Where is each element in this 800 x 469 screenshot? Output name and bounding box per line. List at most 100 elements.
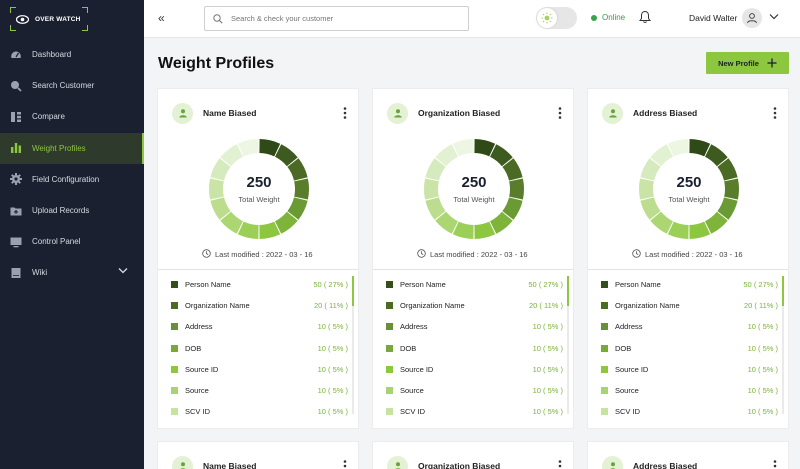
sidebar-item-wiki[interactable]: Wiki — [0, 257, 144, 288]
more-options-icon[interactable] — [343, 106, 347, 124]
sidebar-item-label: Wiki — [32, 268, 48, 278]
plus-icon — [767, 58, 777, 68]
search-icon — [10, 80, 22, 92]
item-value: 10 ( 5% ) — [317, 407, 348, 417]
donut-segment — [423, 178, 439, 200]
more-options-icon[interactable] — [343, 459, 347, 469]
sidebar-item-dashboard[interactable]: Dashboard — [0, 39, 144, 70]
item-value: 10 ( 5% ) — [532, 386, 563, 396]
donut-segment — [452, 221, 474, 239]
avatar[interactable] — [742, 8, 762, 28]
donut-segment — [650, 211, 673, 234]
item-label: Source — [615, 386, 639, 396]
weight-donut-chart — [423, 139, 525, 239]
item-value: 10 ( 5% ) — [747, 386, 778, 396]
last-modified-text: Last modified : 2022 - 03 - 16 — [645, 250, 743, 259]
search-input[interactable] — [231, 14, 451, 23]
weight-list: Person Name 50 ( 27% ) Organization Name 20… — [601, 274, 778, 422]
collapse-sidebar-button[interactable]: « — [158, 11, 165, 25]
card-header: Address Biased — [602, 102, 777, 124]
more-options-icon[interactable] — [558, 106, 562, 124]
new-profile-button[interactable]: New Profile — [706, 52, 789, 74]
item-value: 20 ( 11% ) — [313, 301, 348, 311]
donut-segment — [259, 139, 281, 157]
list-scrollbar[interactable] — [782, 276, 784, 414]
more-options-icon[interactable] — [773, 459, 777, 469]
chevron-down-icon — [118, 268, 128, 274]
last-modified: Last modified : 2022 - 03 - 16 — [632, 249, 743, 260]
item-label: DOB — [185, 343, 202, 353]
card-header: Name Biased — [172, 102, 347, 124]
chevron-down-icon[interactable] — [769, 13, 779, 20]
profile-card[interactable]: Organization Biased — [372, 441, 574, 469]
total-weight-label: Total Weight — [453, 195, 495, 204]
card-title: Address Biased — [633, 461, 698, 469]
donut-segment — [452, 139, 474, 157]
donut-segment — [210, 158, 231, 181]
list-scrollbar[interactable] — [567, 276, 569, 414]
item-label: DOB — [400, 343, 417, 353]
item-value: 10 ( 5% ) — [532, 407, 563, 417]
sidebar-item-control-panel[interactable]: Control Panel — [0, 226, 144, 257]
sidebar-item-weight-profiles[interactable]: Weight Profiles — [0, 132, 144, 164]
list-item: Organization Name 20 ( 11% ) — [386, 295, 563, 316]
list-item: Address 10 ( 5% ) — [171, 316, 348, 337]
donut-segment — [275, 144, 298, 167]
user-icon — [387, 102, 408, 124]
item-label: Address — [185, 322, 213, 332]
total-weight-label: Total Weight — [238, 195, 280, 204]
theme-toggle[interactable] — [536, 7, 577, 29]
user-icon — [172, 102, 193, 124]
color-swatch — [601, 281, 608, 289]
donut-segment — [287, 197, 308, 220]
card-header: Name Biased — [172, 455, 347, 469]
color-swatch — [601, 365, 608, 373]
profile-card[interactable]: Organization Biased 250 Total Weight Last m… — [372, 88, 574, 429]
item-value: 10 ( 5% ) — [747, 364, 778, 374]
list-item: Address 10 ( 5% ) — [386, 316, 563, 337]
profile-card[interactable]: Address Biased — [587, 441, 789, 469]
user-name[interactable]: David Walter — [689, 13, 738, 23]
status-dot — [591, 14, 597, 21]
donut-segment — [650, 144, 673, 167]
sun-icon — [537, 8, 557, 28]
bell-icon[interactable] — [639, 10, 651, 24]
donut-segment — [490, 144, 513, 167]
scrollbar-thumb[interactable] — [352, 276, 354, 306]
donut-segment — [220, 144, 243, 167]
profile-card[interactable]: Name Biased 250 Total Weight Last modified … — [157, 88, 359, 429]
item-label: Source — [185, 386, 209, 396]
donut-segment — [275, 211, 298, 234]
page-title: Weight Profiles — [158, 55, 275, 72]
profile-card[interactable]: Address Biased 250 Total Weight Last modifi… — [587, 88, 789, 429]
item-label: Organization Name — [185, 301, 250, 311]
scrollbar-thumb[interactable] — [782, 276, 784, 306]
list-item: Source 10 ( 5% ) — [386, 380, 563, 401]
sidebar-item-label: Upload Records — [32, 206, 90, 216]
item-value: 10 ( 5% ) — [317, 386, 348, 396]
item-label: Source ID — [615, 364, 649, 374]
more-options-icon[interactable] — [773, 106, 777, 124]
item-label: Organization Name — [400, 301, 465, 311]
profile-card[interactable]: Name Biased — [157, 441, 359, 469]
sidebar-item-search-customer[interactable]: Search Customer — [0, 70, 144, 101]
donut-segment — [210, 197, 231, 220]
logo[interactable]: OVER WATCH — [10, 7, 88, 31]
color-swatch — [171, 323, 178, 331]
search-box[interactable] — [204, 6, 469, 31]
list-item: Person Name 50 ( 27% ) — [171, 274, 348, 295]
color-swatch — [386, 323, 393, 331]
list-item: SCV ID 10 ( 5% ) — [601, 401, 778, 422]
clock-icon — [417, 249, 426, 260]
item-value: 20 ( 11% ) — [528, 301, 563, 311]
sidebar-item-upload-records[interactable]: Upload Records — [0, 195, 144, 226]
total-weight-label: Total Weight — [668, 195, 710, 204]
sidebar-nav: Dashboard Search Customer Compare Weight Pr… — [0, 39, 144, 289]
list-scrollbar[interactable] — [352, 276, 354, 414]
donut-segment — [474, 139, 496, 157]
color-swatch — [171, 387, 178, 395]
sidebar-item-compare[interactable]: Compare — [0, 101, 144, 132]
scrollbar-thumb[interactable] — [567, 276, 569, 306]
sidebar-item-field-configuration[interactable]: Field Configuration — [0, 164, 144, 195]
more-options-icon[interactable] — [558, 459, 562, 469]
